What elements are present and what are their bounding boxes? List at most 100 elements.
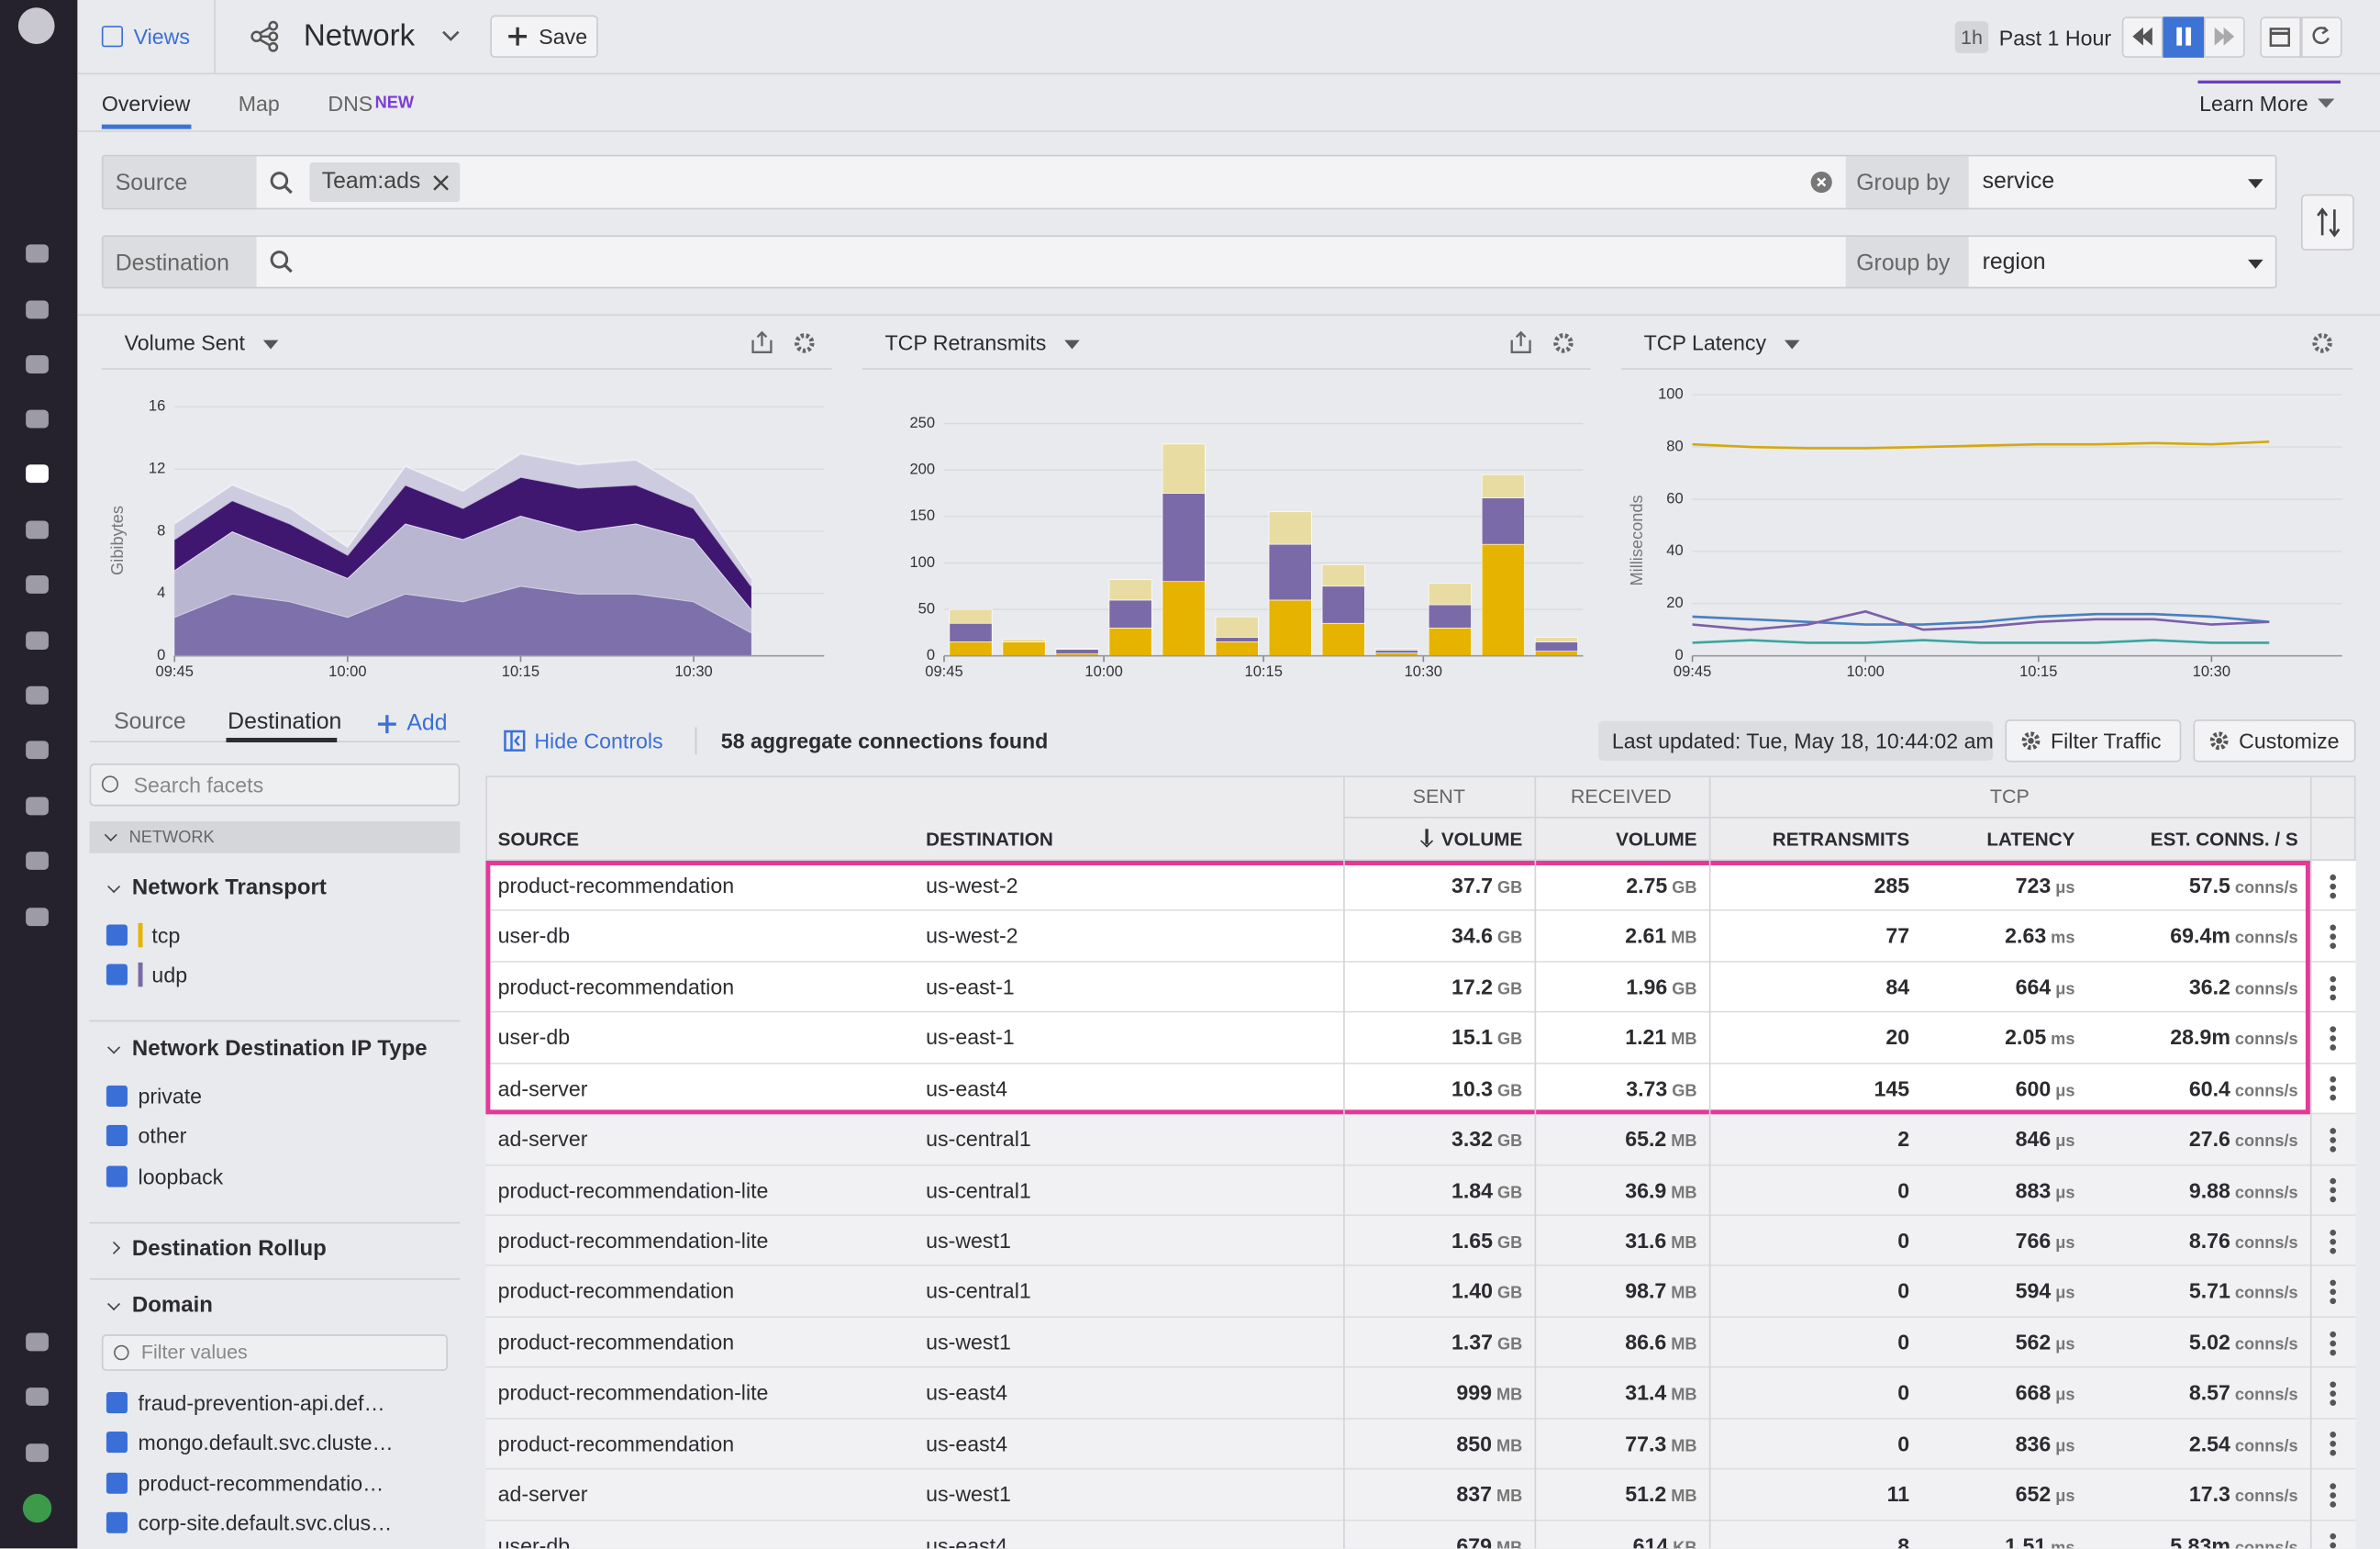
- column-header[interactable]: DESTINATION: [926, 824, 1053, 854]
- facet-value[interactable]: product-recommendatio…: [139, 1468, 384, 1499]
- nav-icon[interactable]: [26, 575, 49, 594]
- table-row[interactable]: ad-serverus-west1837MB51.2MB11652μs17.3c…: [485, 1470, 2355, 1521]
- row-menu[interactable]: [2330, 1035, 2336, 1042]
- table-row[interactable]: ad-serverus-east410.3GB3.73GB145600μs60.…: [485, 1064, 2355, 1114]
- value-cell: 28.9mconns/s: [2170, 1013, 2297, 1066]
- chevron[interactable]: [107, 1041, 120, 1053]
- nav-icon[interactable]: [26, 686, 49, 705]
- facet-group-title[interactable]: Destination Rollup: [132, 1234, 327, 1265]
- facet-value[interactable]: tcp: [151, 920, 180, 951]
- column-header[interactable]: VOLUME: [1441, 824, 1522, 854]
- facet-value[interactable]: loopback: [139, 1162, 224, 1192]
- user-avatar[interactable]: [23, 1494, 51, 1522]
- row-menu[interactable]: [2330, 1442, 2336, 1448]
- table-row[interactable]: product-recommendationus-central11.40GB9…: [485, 1266, 2355, 1317]
- column-header[interactable]: SOURCE: [498, 824, 579, 854]
- chevron[interactable]: [107, 880, 120, 893]
- facet-value[interactable]: fraud-prevention-api.def…: [139, 1387, 385, 1418]
- checkbox[interactable]: [106, 964, 128, 986]
- unit: μs: [2055, 980, 2074, 998]
- source-cell: product-recommendation: [498, 1266, 734, 1317]
- search-icon: [102, 775, 118, 792]
- column-header[interactable]: EST. CONNS. / S: [2151, 824, 2298, 854]
- table-row[interactable]: ad-serverus-central13.32GB65.2MB2846μs27…: [485, 1115, 2355, 1165]
- value-cell: 0: [1897, 1266, 1909, 1317]
- row-menu[interactable]: [2330, 1492, 2336, 1499]
- unit: MB: [1496, 1539, 1522, 1549]
- bar-segment: [1269, 600, 1311, 656]
- facet-group-title[interactable]: Network Destination IP Type: [132, 1034, 428, 1064]
- unit: μs: [2055, 1387, 2074, 1405]
- facet-value[interactable]: other: [139, 1120, 187, 1151]
- checkbox[interactable]: [106, 1125, 128, 1146]
- table-row[interactable]: user-dbus-east4679MB614KB81.51ms5.83mcon…: [485, 1521, 2355, 1548]
- row-menu[interactable]: [2330, 1137, 2336, 1143]
- facet-value[interactable]: udp: [151, 960, 187, 990]
- nav-icon[interactable]: [26, 1443, 49, 1462]
- row-menu[interactable]: [2330, 883, 2336, 889]
- facet-value[interactable]: private: [139, 1081, 203, 1111]
- row-menu[interactable]: [2330, 934, 2336, 941]
- nav-icon[interactable]: [26, 301, 49, 319]
- checkbox[interactable]: [106, 1086, 128, 1107]
- add-facet[interactable]: Add: [406, 709, 447, 740]
- facet-group-title[interactable]: Domain: [132, 1290, 213, 1321]
- facet-tab[interactable]: Source: [114, 708, 186, 738]
- nav-icon[interactable]: [26, 520, 49, 539]
- column-header[interactable]: VOLUME: [1616, 824, 1696, 854]
- table-row[interactable]: user-dbus-east-115.1GB1.21MB202.05ms28.9…: [485, 1013, 2355, 1064]
- facet-tab[interactable]: Destination: [228, 708, 341, 738]
- checkbox[interactable]: [106, 924, 128, 945]
- nav-icon[interactable]: [26, 908, 49, 926]
- nav-icon[interactable]: [26, 741, 49, 759]
- nav-icon[interactable]: [26, 631, 49, 650]
- result-count: 58 aggregate connections found: [721, 726, 1048, 756]
- value-cell: 3.73 GB: [1626, 1064, 1696, 1117]
- nav-icon[interactable]: [26, 244, 49, 262]
- table-row[interactable]: product-recommendationus-west11.37GB86.6…: [485, 1318, 2355, 1368]
- chevron[interactable]: [107, 1242, 120, 1254]
- nav-icon[interactable]: [26, 1333, 49, 1352]
- filter-traffic[interactable]: Filter Traffic: [2051, 726, 2162, 756]
- table-row[interactable]: product-recommendationus-west-237.7GB2.7…: [485, 861, 2355, 911]
- checkbox[interactable]: [106, 1166, 128, 1187]
- nav-icon[interactable]: [26, 797, 49, 816]
- facet-value[interactable]: corp-site.default.svc.clus…: [139, 1508, 393, 1538]
- nav-icon[interactable]: [26, 410, 49, 429]
- table-row[interactable]: product-recommendationus-east-117.2GB1.9…: [485, 963, 2355, 1013]
- source-cell: product-recommendation: [498, 1318, 734, 1368]
- row-menu[interactable]: [2330, 1289, 2336, 1296]
- column-header[interactable]: LATENCY: [1986, 824, 2074, 854]
- bar-segment: [1375, 651, 1418, 653]
- nav-icon[interactable]: [26, 355, 49, 373]
- value: 3.73: [1626, 1075, 1667, 1099]
- row-menu[interactable]: [2330, 1187, 2336, 1194]
- divider: [695, 727, 697, 754]
- table-row[interactable]: product-recommendation-liteus-east4999MB…: [485, 1368, 2355, 1419]
- facet-value[interactable]: mongo.default.svc.cluste…: [139, 1427, 394, 1457]
- table-row[interactable]: product-recommendationus-east4850MB77.3M…: [485, 1419, 2355, 1469]
- row-menu[interactable]: [2330, 1543, 2336, 1548]
- chevron[interactable]: [107, 1298, 120, 1310]
- checkbox[interactable]: [106, 1512, 128, 1533]
- row-menu[interactable]: [2330, 1390, 2336, 1397]
- unit: MB: [1671, 1132, 1696, 1151]
- row-menu[interactable]: [2330, 1340, 2336, 1346]
- table-row[interactable]: product-recommendation-liteus-central11.…: [485, 1165, 2355, 1216]
- hide-controls[interactable]: Hide Controls: [534, 726, 662, 756]
- customize[interactable]: Customize: [2239, 726, 2339, 756]
- facet-group-title[interactable]: Network Transport: [132, 873, 327, 903]
- table-row[interactable]: product-recommendation-liteus-west11.65G…: [485, 1216, 2355, 1266]
- row-menu[interactable]: [2330, 1087, 2336, 1093]
- checkbox[interactable]: [106, 1392, 128, 1413]
- nav-icon[interactable]: [26, 852, 49, 870]
- nav-icon[interactable]: [26, 464, 49, 483]
- unit: GB: [1672, 1082, 1696, 1100]
- checkbox[interactable]: [106, 1473, 128, 1494]
- nav-icon[interactable]: [26, 1387, 49, 1406]
- checkbox[interactable]: [106, 1432, 128, 1453]
- row-menu[interactable]: [2330, 985, 2336, 991]
- table-row[interactable]: user-dbus-west-234.6GB2.61MB772.63ms69.4…: [485, 911, 2355, 962]
- row-menu[interactable]: [2330, 1238, 2336, 1244]
- column-header[interactable]: RETRANSMITS: [1773, 824, 1909, 854]
